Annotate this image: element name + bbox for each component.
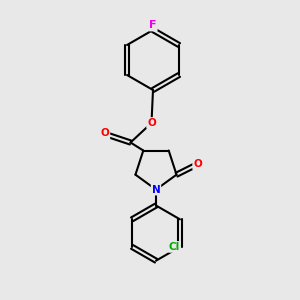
Text: Cl: Cl	[169, 242, 180, 252]
Text: O: O	[147, 118, 156, 128]
Text: O: O	[193, 159, 202, 169]
Text: O: O	[100, 128, 109, 139]
Text: F: F	[149, 20, 157, 31]
Text: N: N	[152, 184, 160, 195]
